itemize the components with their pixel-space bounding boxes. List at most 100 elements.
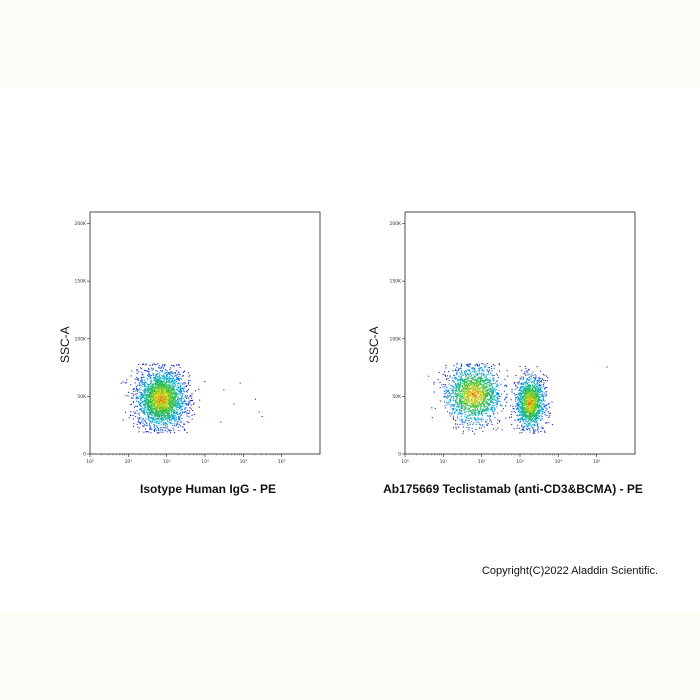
event-point	[532, 415, 534, 417]
event-point	[150, 392, 152, 394]
event-point	[156, 432, 158, 434]
event-point	[521, 376, 523, 378]
event-point	[166, 414, 168, 416]
event-point	[488, 382, 490, 384]
event-point	[464, 379, 466, 381]
event-point	[468, 390, 470, 392]
event-point	[453, 389, 455, 391]
plot-frame	[89, 211, 321, 455]
event-point	[190, 408, 192, 410]
event-point	[166, 409, 168, 411]
event-point	[458, 388, 461, 390]
event-point	[170, 406, 172, 408]
event-point	[150, 417, 152, 419]
event-point	[163, 397, 165, 399]
event-point	[158, 429, 160, 432]
event-point	[143, 404, 145, 406]
event-point	[494, 365, 496, 367]
event-point	[485, 410, 487, 412]
event-point	[152, 400, 154, 402]
event-point	[460, 407, 462, 410]
event-point	[160, 377, 162, 379]
event-point	[456, 395, 458, 397]
event-point	[161, 388, 163, 390]
event-point	[164, 410, 166, 412]
event-point	[472, 385, 474, 387]
event-point	[490, 391, 492, 393]
event-point	[456, 394, 458, 396]
event-point	[171, 422, 173, 424]
event-point	[467, 400, 469, 402]
event-point	[157, 388, 159, 390]
event-point	[165, 394, 167, 396]
event-point	[127, 395, 129, 397]
event-point	[544, 431, 546, 433]
event-point	[163, 409, 165, 411]
event-point	[472, 393, 474, 395]
event-point	[157, 391, 159, 393]
event-point	[488, 392, 490, 394]
event-point	[478, 377, 480, 379]
event-point	[480, 399, 483, 401]
event-point	[165, 405, 167, 407]
event-point	[190, 395, 192, 397]
event-point	[451, 404, 453, 406]
event-point	[174, 391, 176, 393]
event-point	[151, 414, 153, 416]
event-point	[455, 377, 457, 379]
event-point	[473, 418, 475, 420]
event-point	[481, 383, 483, 385]
event-point	[521, 400, 523, 403]
event-point	[163, 404, 165, 407]
event-point	[477, 365, 479, 367]
event-point	[158, 421, 161, 423]
event-point	[177, 402, 179, 404]
event-point	[466, 400, 468, 402]
event-point	[461, 395, 464, 397]
event-point	[454, 399, 456, 401]
event-point	[461, 420, 463, 422]
event-point	[479, 390, 481, 392]
event-point	[159, 385, 162, 387]
event-point	[472, 389, 474, 391]
event-point	[142, 419, 144, 421]
event-point	[162, 397, 164, 399]
event-point	[452, 389, 454, 392]
event-point	[152, 419, 154, 421]
event-point	[157, 422, 160, 424]
event-point	[483, 384, 485, 386]
event-point	[150, 410, 153, 412]
event-point	[182, 389, 184, 391]
event-point	[150, 367, 152, 369]
event-point	[472, 411, 474, 413]
event-point	[162, 431, 164, 433]
event-point	[537, 388, 539, 390]
event-point	[446, 403, 448, 405]
event-point	[490, 397, 492, 399]
event-point	[471, 405, 473, 408]
event-point	[457, 392, 459, 394]
event-point	[173, 403, 175, 405]
event-point	[159, 402, 161, 404]
event-point	[489, 383, 491, 385]
event-point	[453, 365, 455, 367]
event-point	[179, 386, 181, 388]
event-point	[540, 418, 542, 420]
event-point	[453, 375, 455, 377]
event-point	[478, 387, 480, 389]
event-point	[182, 387, 184, 389]
event-point	[463, 386, 465, 389]
plot-frame	[404, 211, 636, 455]
event-point	[481, 415, 483, 417]
event-point	[462, 401, 464, 403]
event-point	[163, 403, 165, 405]
event-point	[160, 409, 162, 411]
event-point	[474, 395, 476, 398]
event-point	[166, 405, 168, 407]
event-point	[161, 393, 163, 395]
event-point	[468, 377, 470, 379]
event-point	[496, 380, 498, 382]
event-point	[141, 401, 143, 403]
event-point	[477, 379, 479, 381]
